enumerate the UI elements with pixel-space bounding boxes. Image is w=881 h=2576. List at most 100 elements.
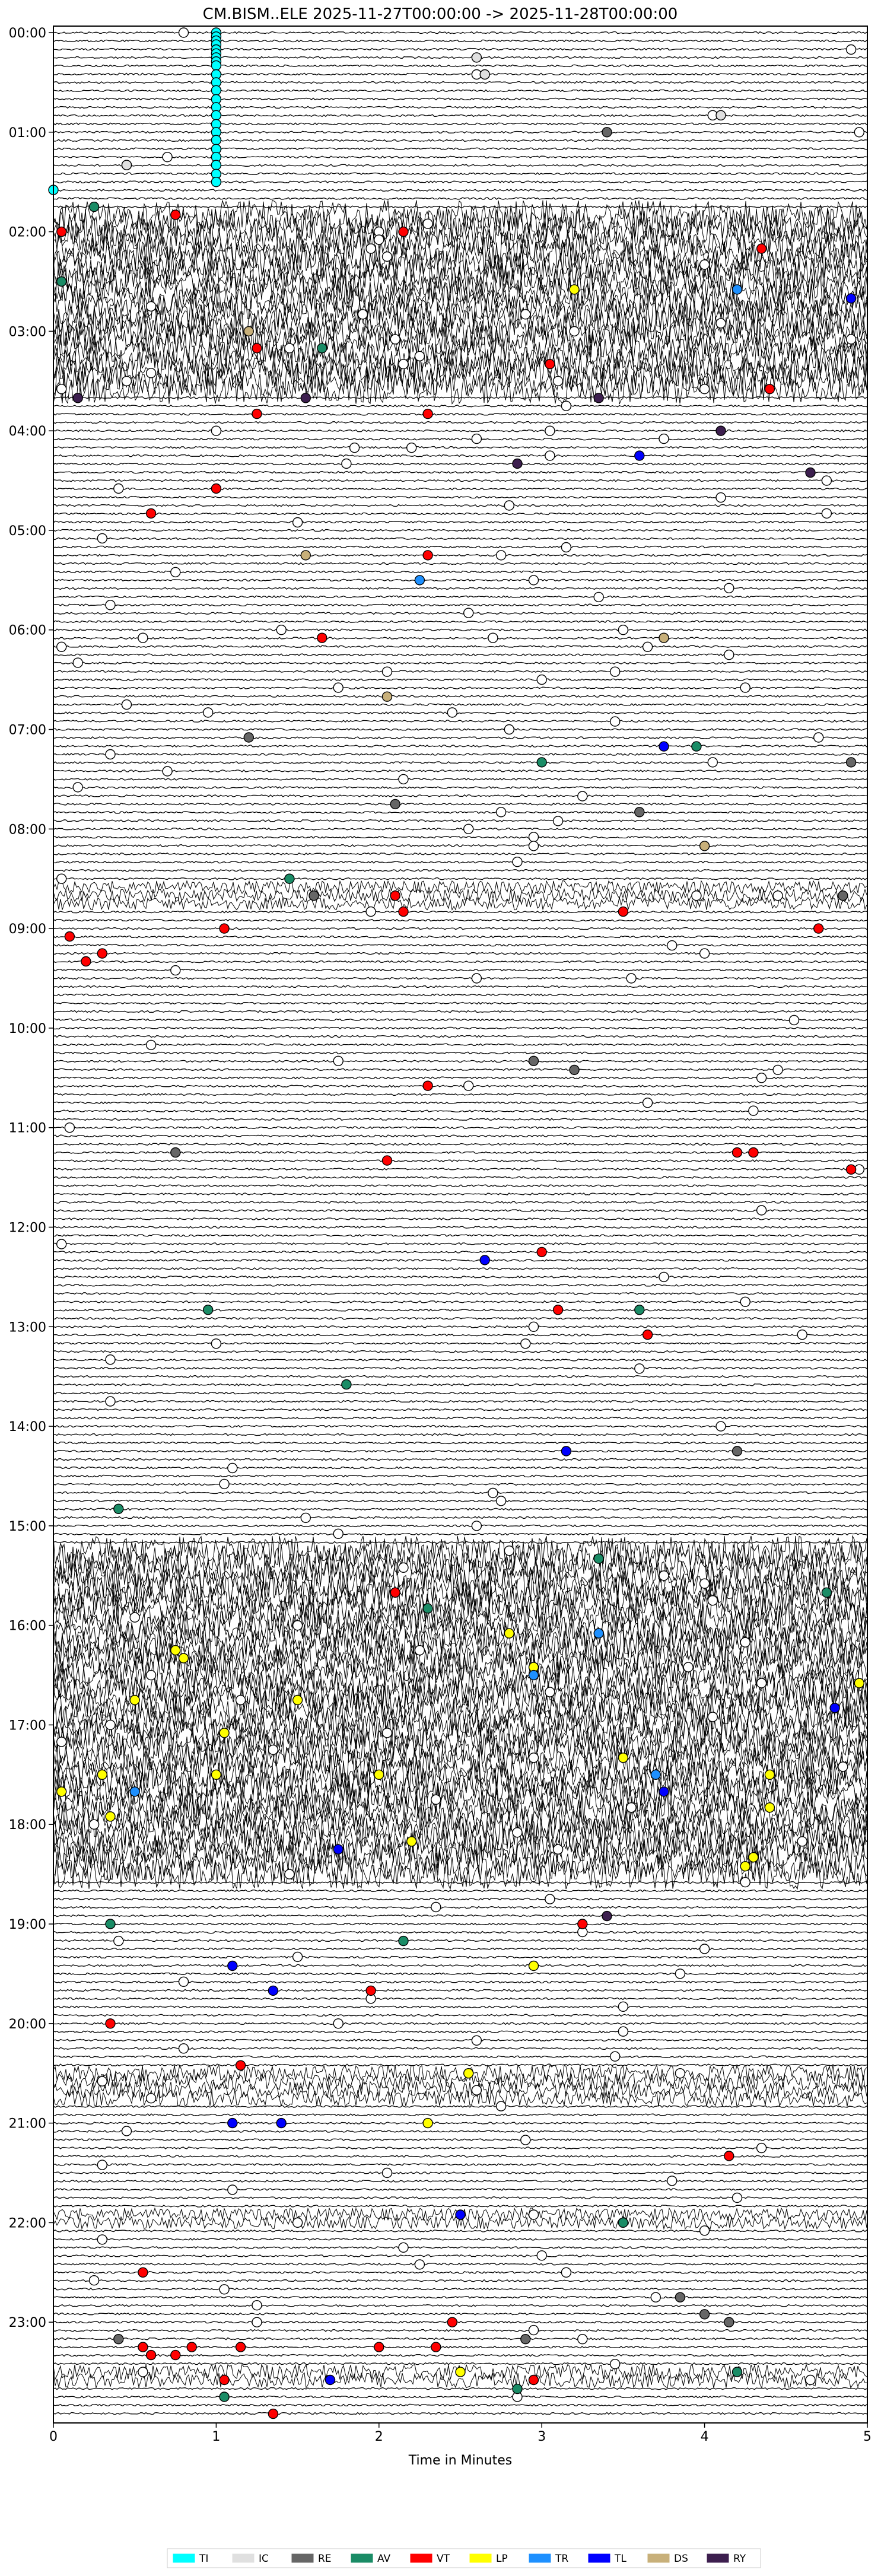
event-marker (504, 500, 514, 511)
trace-row (53, 628, 867, 632)
trace-row (53, 1325, 867, 1328)
trace-row (53, 2005, 867, 2009)
trace-row (53, 139, 867, 142)
trace-row (53, 487, 867, 491)
event-marker (561, 2267, 572, 2278)
event-marker (569, 326, 580, 337)
trace-row (53, 122, 867, 126)
trace-row (53, 918, 867, 922)
event-marker (520, 2135, 531, 2145)
event-marker (731, 2192, 743, 2203)
trace-row (53, 595, 867, 599)
trace-row (53, 2063, 867, 2067)
event-marker (252, 2317, 262, 2327)
x-tick-label: 3 (537, 2429, 546, 2444)
trace-row (53, 578, 867, 582)
trace-row (53, 2287, 867, 2291)
event-marker-lp (97, 1769, 108, 1780)
trace-row (53, 1834, 867, 1865)
trace-row (53, 1964, 867, 1967)
trace-row (53, 1792, 867, 1824)
trace-row (53, 1939, 867, 1942)
event-marker (528, 1321, 539, 1332)
trace-row (53, 1660, 867, 1691)
event-marker (504, 1545, 514, 1556)
event-marker-re (699, 2309, 710, 2320)
event-marker (227, 2184, 238, 2195)
trace-row (53, 1801, 867, 1832)
event-marker-av (56, 276, 67, 287)
event-marker-tl (268, 1985, 279, 1996)
trace-row (53, 877, 867, 880)
trace-row (53, 1358, 867, 1362)
trace-row (53, 2237, 867, 2241)
trace-row (53, 189, 867, 192)
trace-row (53, 1134, 867, 1138)
x-tick-label: 4 (701, 2429, 709, 2444)
trace-row (53, 612, 867, 615)
event-marker (398, 1562, 409, 1573)
event-marker-lp (211, 1769, 222, 1780)
trace-row (53, 2362, 867, 2365)
trace-row (53, 2171, 867, 2175)
event-marker (414, 351, 425, 361)
event-marker (724, 649, 734, 660)
event-marker (56, 641, 67, 653)
event-marker (398, 2242, 409, 2253)
trace-row (53, 869, 867, 872)
event-marker-av (203, 1305, 214, 1315)
trace-row (53, 1101, 867, 1105)
legend-swatch-ry (707, 2553, 729, 2563)
trace-row (53, 819, 867, 822)
event-marker-re (113, 2333, 124, 2345)
trace-row (53, 703, 867, 706)
event-marker-vt (845, 1164, 857, 1175)
trace-row (53, 1491, 867, 1494)
trace-row (53, 1508, 867, 1511)
event-marker (138, 632, 148, 643)
event-marker-re (528, 1055, 539, 1067)
event-marker (756, 2142, 767, 2154)
trace-row (53, 1366, 867, 1370)
event-marker (666, 2176, 678, 2186)
event-marker-ti (211, 110, 222, 121)
event-marker-re (569, 1064, 580, 1076)
trace-row (53, 1499, 867, 1503)
event-marker-av (284, 873, 295, 884)
trace-row (53, 827, 867, 831)
trace-row (53, 2122, 867, 2125)
trace-row (53, 2262, 867, 2266)
trace-row (53, 2403, 867, 2407)
event-marker (381, 2167, 393, 2179)
trace-row (53, 1300, 867, 1303)
trace-row (53, 316, 867, 348)
event-marker (97, 2234, 108, 2245)
trace-row (53, 1972, 867, 1976)
event-marker (756, 1073, 767, 1083)
trace-row (53, 711, 867, 714)
trace-row (53, 2138, 867, 2142)
trace-row (53, 1610, 867, 1641)
trace-row (53, 1997, 867, 2001)
event-marker-lp (422, 2117, 433, 2129)
event-marker (593, 591, 604, 603)
event-marker (145, 301, 157, 312)
event-marker-tl (227, 1960, 238, 1971)
trace-row (53, 769, 867, 772)
trace-row (53, 2064, 867, 2083)
legend-swatch-tr (529, 2553, 551, 2563)
event-marker-lp (504, 1628, 514, 1639)
x-axis-label: Time in Minutes (408, 2453, 513, 2468)
x-tick-label: 0 (49, 2429, 58, 2444)
trace-row (53, 1209, 867, 1212)
event-marker (545, 1687, 555, 1697)
trace-row (53, 155, 867, 159)
event-marker-tl (479, 1255, 490, 1265)
trace-row (53, 520, 867, 524)
trace-row (53, 935, 867, 939)
trace-row (53, 678, 867, 682)
event-marker (609, 2051, 621, 2062)
trace-row (53, 888, 867, 903)
event-marker-lp (854, 1678, 865, 1688)
event-marker-vt (252, 408, 262, 419)
